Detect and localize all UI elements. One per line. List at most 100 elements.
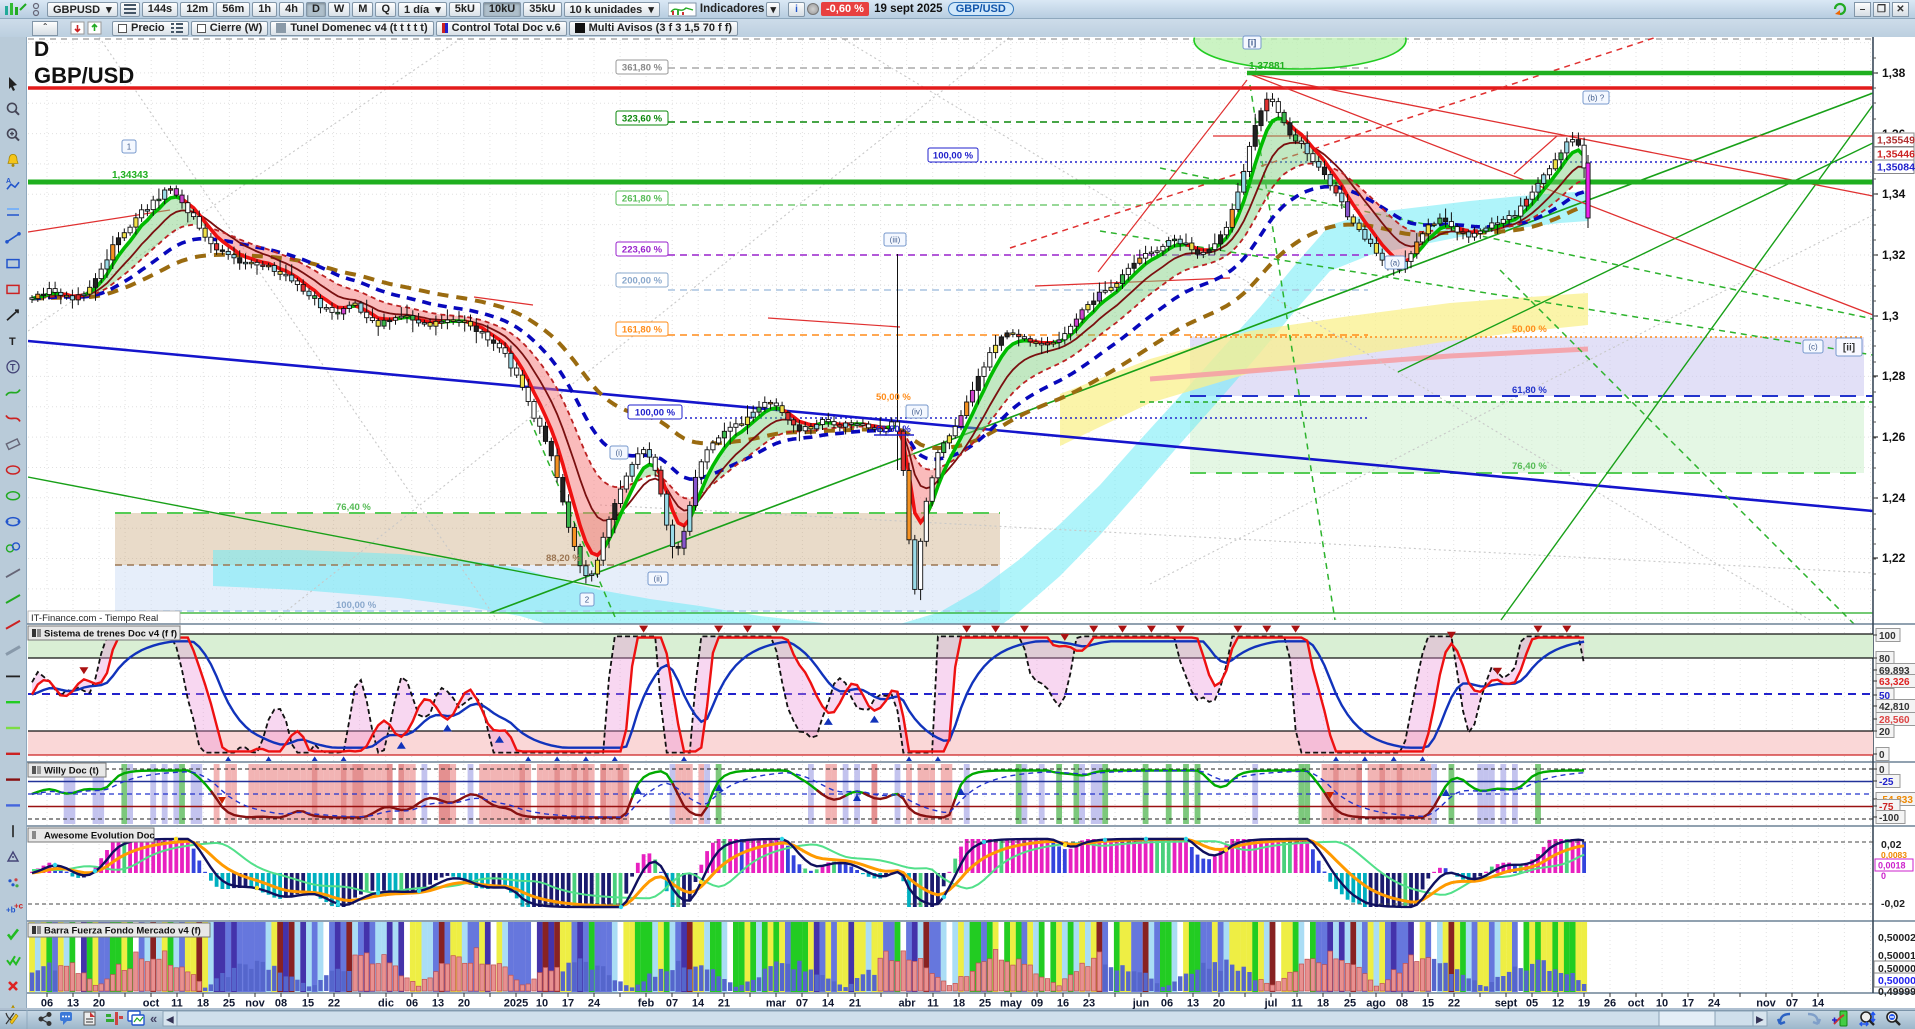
svg-text:15: 15 <box>1422 998 1434 1010</box>
svg-text:T: T <box>9 336 16 348</box>
svg-text:07: 07 <box>796 998 808 1010</box>
svg-text:80: 80 <box>1879 654 1891 665</box>
svg-text:13: 13 <box>1187 998 1199 1010</box>
svg-text:(i): (i) <box>615 448 622 457</box>
svg-text:0,0018: 0,0018 <box>1878 861 1906 871</box>
svg-text:08: 08 <box>275 998 287 1010</box>
svg-text:21: 21 <box>849 998 861 1010</box>
svg-text:09: 09 <box>1031 998 1043 1010</box>
svg-text:13: 13 <box>67 998 79 1010</box>
svg-text:Sistema de trenes Doc v4 (f f): Sistema de trenes Doc v4 (f f) <box>44 629 177 640</box>
svg-text:1,34: 1,34 <box>1882 187 1906 201</box>
svg-text:100,00 %: 100,00 % <box>336 600 377 611</box>
svg-text:07: 07 <box>666 998 678 1010</box>
svg-text:A: A <box>6 178 11 185</box>
svg-text:[ii]: [ii] <box>1843 343 1855 354</box>
svg-text:T: T <box>10 362 16 372</box>
svg-text:17: 17 <box>1682 998 1694 1010</box>
svg-text:GBP/USD: GBP/USD <box>34 63 134 88</box>
svg-text:jul: jul <box>1264 998 1278 1010</box>
svg-text:20: 20 <box>458 998 470 1010</box>
svg-text:1,35446: 1,35446 <box>1877 149 1915 161</box>
svg-text:15: 15 <box>302 998 314 1010</box>
svg-text:may: may <box>1000 998 1023 1010</box>
svg-text:jun: jun <box>1132 998 1150 1010</box>
svg-text:oct: oct <box>143 998 160 1010</box>
svg-text:21: 21 <box>718 998 730 1010</box>
svg-text:▶: ▶ <box>1756 1015 1764 1026</box>
svg-text:-75: -75 <box>1879 802 1894 813</box>
svg-text:1,37881: 1,37881 <box>1249 61 1286 72</box>
svg-text:06: 06 <box>41 998 53 1010</box>
svg-text:abr: abr <box>898 998 916 1010</box>
svg-text:0,50002: 0,50002 <box>1878 932 1915 944</box>
svg-text:11: 11 <box>927 998 939 1010</box>
svg-text:25: 25 <box>1344 998 1356 1010</box>
svg-text:10: 10 <box>536 998 548 1010</box>
svg-text:Awesome Evolution Doc: Awesome Evolution Doc <box>44 831 155 842</box>
svg-text:feb: feb <box>638 998 655 1010</box>
svg-text:20: 20 <box>1213 998 1225 1010</box>
svg-text:100: 100 <box>1879 631 1896 642</box>
svg-text:0,02: 0,02 <box>1881 839 1902 851</box>
svg-text:oct: oct <box>1628 998 1645 1010</box>
svg-text:Willy Doc (t): Willy Doc (t) <box>44 766 99 777</box>
svg-text:19: 19 <box>1578 998 1590 1010</box>
svg-text:[i]: [i] <box>1248 38 1257 48</box>
svg-text:1,35549: 1,35549 <box>1877 135 1915 147</box>
svg-text:161,80 %: 161,80 % <box>622 324 663 335</box>
svg-text:0,0083: 0,0083 <box>1881 850 1907 860</box>
svg-text:11: 11 <box>1291 998 1303 1010</box>
svg-text:sept: sept <box>1495 998 1518 1010</box>
svg-text:(b) ?: (b) ? <box>1588 93 1605 102</box>
svg-text:323,60 %: 323,60 % <box>622 113 663 124</box>
svg-text:nov: nov <box>1756 998 1776 1010</box>
svg-text:1,38: 1,38 <box>1882 66 1906 80</box>
svg-text:50,00 %: 50,00 % <box>876 392 911 403</box>
svg-text:61,80 %: 61,80 % <box>1512 385 1547 396</box>
svg-text:0: 0 <box>1879 750 1885 761</box>
svg-text:100,00 %: 100,00 % <box>933 150 974 161</box>
svg-text:223,60 %: 223,60 % <box>622 244 663 255</box>
svg-text:100,00 %: 100,00 % <box>635 407 676 418</box>
svg-text:22: 22 <box>328 998 340 1010</box>
svg-text:«: « <box>150 1011 157 1026</box>
svg-text:14: 14 <box>692 998 705 1010</box>
svg-text:-0,02: -0,02 <box>1881 898 1905 910</box>
svg-text:+b: +b <box>6 906 16 915</box>
svg-text:IT-Finance.com - Tiempo Real: IT-Finance.com - Tiempo Real <box>31 613 158 624</box>
svg-text:18: 18 <box>1317 998 1329 1010</box>
svg-text:+c: +c <box>14 902 24 911</box>
svg-text:0: 0 <box>1881 871 1886 881</box>
svg-text:20: 20 <box>1879 727 1891 738</box>
svg-text:69,893: 69,893 <box>1879 666 1910 677</box>
svg-text:16: 16 <box>1057 998 1069 1010</box>
svg-text:10: 10 <box>1656 998 1668 1010</box>
svg-text:0,49999: 0,49999 <box>1878 986 1915 998</box>
svg-text:18: 18 <box>197 998 209 1010</box>
svg-text:1,24: 1,24 <box>1882 491 1906 505</box>
svg-text:28,560: 28,560 <box>1879 715 1910 726</box>
svg-text:12: 12 <box>1552 998 1564 1010</box>
svg-text:76,40 %: 76,40 % <box>336 502 371 513</box>
svg-text:08: 08 <box>1396 998 1408 1010</box>
svg-text:25: 25 <box>979 998 991 1010</box>
svg-text:mar: mar <box>766 998 787 1010</box>
svg-text:(ii): (ii) <box>654 574 663 583</box>
svg-text:0,50000: 0,50000 <box>1878 975 1915 987</box>
svg-text:1,3: 1,3 <box>1882 309 1899 323</box>
svg-text:88,20 %: 88,20 % <box>546 553 581 564</box>
svg-text:1,28: 1,28 <box>1882 369 1906 383</box>
svg-text:20: 20 <box>93 998 105 1010</box>
svg-text:42,810: 42,810 <box>1879 702 1910 713</box>
svg-text:ago: ago <box>1366 998 1386 1010</box>
svg-text:(iv): (iv) <box>911 407 922 416</box>
svg-text:18: 18 <box>953 998 965 1010</box>
svg-text:63,326: 63,326 <box>1879 677 1910 688</box>
svg-text:22: 22 <box>1448 998 1460 1010</box>
svg-text:05: 05 <box>1526 998 1538 1010</box>
svg-text:1,34343: 1,34343 <box>112 170 149 181</box>
svg-text:D: D <box>34 38 49 61</box>
svg-text:76,40 %: 76,40 % <box>1512 461 1547 472</box>
svg-text:14: 14 <box>822 998 835 1010</box>
